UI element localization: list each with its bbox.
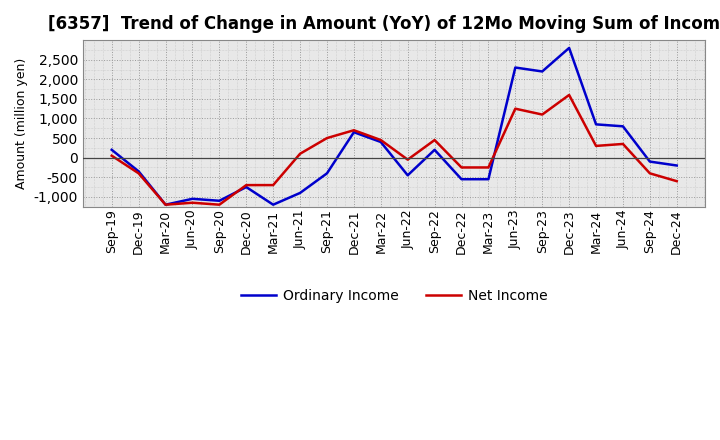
Ordinary Income <box>296 190 305 195</box>
Ordinary Income <box>135 169 143 174</box>
Net Income <box>431 137 439 143</box>
Ordinary Income <box>323 171 331 176</box>
Legend: Ordinary Income, Net Income: Ordinary Income, Net Income <box>235 283 553 308</box>
Net Income <box>672 179 681 184</box>
Ordinary Income <box>646 159 654 164</box>
Net Income <box>161 202 170 207</box>
Net Income <box>484 165 492 170</box>
Net Income <box>457 165 466 170</box>
Ordinary Income <box>350 129 359 135</box>
Net Income <box>188 200 197 205</box>
Ordinary Income <box>592 122 600 127</box>
Net Income <box>646 171 654 176</box>
Ordinary Income <box>107 147 116 153</box>
Ordinary Income <box>484 176 492 182</box>
Line: Ordinary Income: Ordinary Income <box>112 48 677 205</box>
Net Income <box>215 202 224 207</box>
Net Income <box>538 112 546 117</box>
Ordinary Income <box>269 202 277 207</box>
Net Income <box>296 151 305 156</box>
Ordinary Income <box>188 196 197 202</box>
Ordinary Income <box>403 172 412 178</box>
Line: Net Income: Net Income <box>112 95 677 205</box>
Ordinary Income <box>161 202 170 207</box>
Title: [6357]  Trend of Change in Amount (YoY) of 12Mo Moving Sum of Incomes: [6357] Trend of Change in Amount (YoY) o… <box>48 15 720 33</box>
Net Income <box>242 183 251 188</box>
Ordinary Income <box>618 124 627 129</box>
Net Income <box>618 141 627 147</box>
Ordinary Income <box>431 147 439 153</box>
Ordinary Income <box>242 184 251 190</box>
Ordinary Income <box>672 163 681 168</box>
Ordinary Income <box>511 65 520 70</box>
Net Income <box>350 128 359 133</box>
Net Income <box>135 171 143 176</box>
Net Income <box>592 143 600 149</box>
Net Income <box>511 106 520 111</box>
Net Income <box>107 153 116 158</box>
Ordinary Income <box>377 139 385 145</box>
Ordinary Income <box>215 198 224 203</box>
Ordinary Income <box>538 69 546 74</box>
Net Income <box>269 183 277 188</box>
Ordinary Income <box>457 176 466 182</box>
Net Income <box>564 92 573 98</box>
Y-axis label: Amount (million yen): Amount (million yen) <box>15 58 28 189</box>
Net Income <box>377 137 385 143</box>
Ordinary Income <box>564 45 573 51</box>
Net Income <box>403 157 412 162</box>
Net Income <box>323 136 331 141</box>
